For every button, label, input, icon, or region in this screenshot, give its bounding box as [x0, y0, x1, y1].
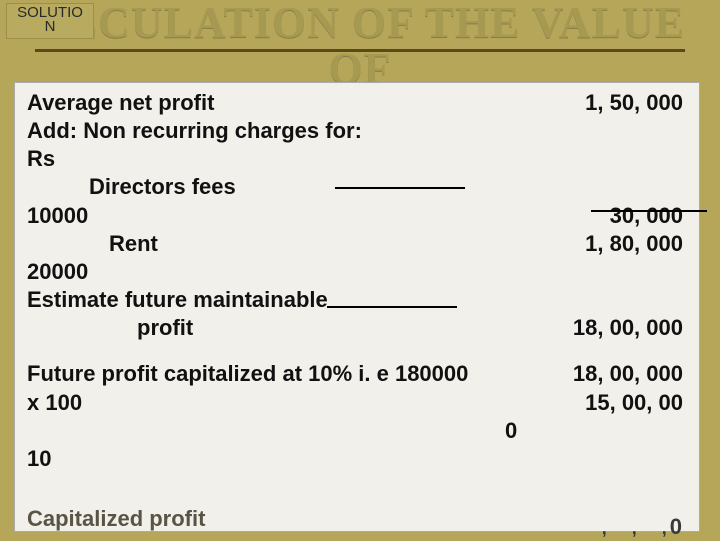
- row-fmp-line1: Estimate future maintainable: [27, 286, 687, 314]
- row-x100: x 100 15, 00, 00: [27, 389, 687, 417]
- row-future-cap: Future profit capitalized at 10% i. e 18…: [27, 360, 687, 388]
- row-rent-180000: Rent 1, 80, 000: [27, 230, 687, 258]
- row-floating-zero: 0: [27, 417, 687, 445]
- row-20000: 20000: [27, 258, 687, 286]
- calculation-panel: Average net profit 1, 50, 000 Add: Non r…: [14, 82, 700, 532]
- label-rs: Rs: [27, 145, 55, 173]
- row-fmp-line2: profit 18, 00, 000: [27, 314, 687, 342]
- row-10000-30000: 10000 30, 000: [27, 202, 687, 230]
- rule-line: [591, 210, 707, 212]
- row-average-net-profit: Average net profit 1, 50, 000: [27, 89, 687, 117]
- tail-number: , , ,0: [602, 513, 683, 541]
- capitalized-profit-label: Capitalized profit: [27, 505, 205, 533]
- value-180000: 1, 80, 000: [585, 230, 683, 258]
- label-average-net-profit: Average net profit: [27, 89, 214, 117]
- label-20000: 20000: [27, 258, 88, 286]
- label-10: 10: [27, 445, 51, 473]
- label-fmp2: profit: [27, 314, 193, 342]
- value-1800000a: 18, 00, 000: [573, 314, 683, 342]
- label-fmp1: Estimate future maintainable: [27, 286, 328, 314]
- floating-zero: 0: [505, 417, 517, 445]
- label-directors-fees: Directors fees: [27, 173, 236, 201]
- title-line-1: ALCULATION OF THE VALUE OF: [35, 0, 685, 93]
- value-1800000b: 18, 00, 000: [573, 360, 683, 388]
- value-1500000: 15, 00, 00: [585, 389, 683, 417]
- label-future-cap: Future profit capitalized at 10% i. e 18…: [27, 360, 468, 388]
- row-10: 10: [27, 445, 687, 473]
- label-10000: 10000: [27, 202, 88, 230]
- badge-text: SOLUTION: [17, 4, 83, 35]
- rule-line: [335, 187, 465, 189]
- row-rs: Rs: [27, 145, 687, 173]
- row-directors-fees: Directors fees: [27, 173, 687, 201]
- label-x100: x 100: [27, 389, 82, 417]
- solution-badge: SOLUTION: [6, 3, 94, 39]
- rule-line: [327, 306, 457, 308]
- row-add-non-recurring: Add: Non recurring charges for:: [27, 117, 687, 145]
- spacer: [27, 342, 687, 360]
- value-average-net-profit: 1, 50, 000: [585, 89, 683, 117]
- value-30000: 30, 000: [610, 202, 683, 230]
- label-rent: Rent: [27, 230, 158, 258]
- label-add-non-recurring: Add: Non recurring charges for:: [27, 117, 362, 145]
